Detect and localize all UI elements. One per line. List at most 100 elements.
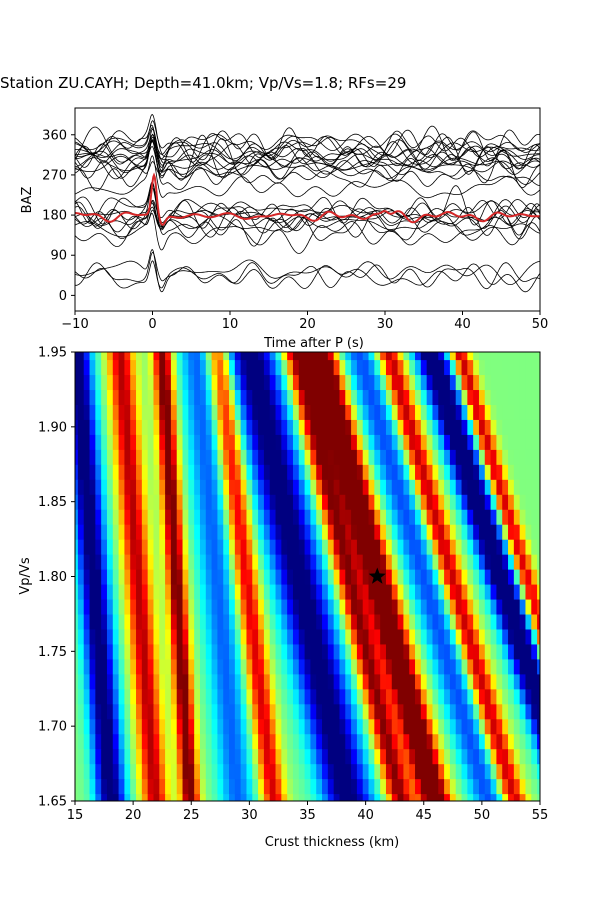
heatmap-cell <box>130 464 137 480</box>
heatmap-cell <box>478 748 486 765</box>
heatmap-cell <box>141 539 149 555</box>
heatmap-cell <box>415 643 422 660</box>
heatmap-cell <box>101 404 108 420</box>
heatmap-cell <box>327 419 335 435</box>
heatmap-cell <box>153 628 160 645</box>
heatmap-cell <box>136 449 143 465</box>
heatmap-cell <box>449 449 457 465</box>
heatmap-cell <box>153 598 160 615</box>
heatmap-cell <box>327 748 335 765</box>
heatmap-cell <box>415 352 422 361</box>
heatmap-cell <box>490 434 497 450</box>
heatmap-cell <box>478 778 486 795</box>
heatmap-cell <box>89 352 96 361</box>
heatmap-cell <box>327 464 335 480</box>
heatmap-cell <box>211 404 218 420</box>
heatmap-cell <box>403 509 410 525</box>
heatmap-cell <box>159 404 166 420</box>
heatmap-cell <box>136 673 143 690</box>
y-tick-label: 1.70 <box>38 720 67 735</box>
heatmap-cell <box>362 643 370 660</box>
heatmap-cell <box>496 793 503 801</box>
heatmap-cell <box>391 583 399 600</box>
heatmap-cell <box>89 404 96 420</box>
heatmap-cell <box>141 524 149 540</box>
heatmap-cell <box>199 524 207 540</box>
heatmap-cell <box>420 404 428 420</box>
heatmap-cell <box>106 628 114 645</box>
heatmap-cell <box>409 688 416 705</box>
heatmap-cell <box>304 658 311 675</box>
heatmap-cell <box>444 658 451 675</box>
heatmap-cell <box>397 718 404 735</box>
heatmap-cell <box>461 598 468 615</box>
heatmap-cell <box>420 733 428 750</box>
heatmap-cell <box>153 464 160 480</box>
heatmap-cell <box>112 733 120 750</box>
heatmap-cell <box>223 434 230 450</box>
heatmap-cell <box>252 778 259 795</box>
heatmap-cell <box>106 404 114 420</box>
heatmap-cell <box>246 778 253 795</box>
heatmap-cell <box>304 539 311 555</box>
heatmap-cell <box>339 554 346 570</box>
heatmap-cell <box>229 434 236 450</box>
heatmap-cell <box>316 613 323 630</box>
heatmap-cell <box>345 434 352 450</box>
heatmap-cell <box>246 509 253 525</box>
heatmap-cell <box>449 643 457 660</box>
heatmap-cell <box>106 763 114 780</box>
heatmap-cell <box>420 359 428 376</box>
heatmap-cell <box>141 554 149 570</box>
heatmap-cell <box>205 374 213 391</box>
heatmap-cell <box>519 793 527 801</box>
heatmap-cell <box>432 703 439 720</box>
heatmap-cell <box>205 598 213 615</box>
heatmap-cell <box>490 688 497 705</box>
heatmap-cell <box>258 763 265 780</box>
heatmap-cell <box>83 359 91 376</box>
heatmap-cell <box>147 673 155 690</box>
heatmap-cell <box>409 554 416 570</box>
heatmap-cell <box>339 494 346 510</box>
heatmap-cell <box>496 479 503 495</box>
heatmap-cell <box>89 464 96 480</box>
heatmap-cell <box>281 464 288 480</box>
heatmap-cell <box>403 643 410 660</box>
rf-trace <box>75 212 540 254</box>
heatmap-cell <box>339 509 346 525</box>
heatmap-cell <box>351 404 358 420</box>
heatmap-cell <box>298 793 306 801</box>
heatmap-cell <box>432 733 439 750</box>
heatmap-cell <box>322 583 329 600</box>
heatmap-cell <box>391 688 399 705</box>
heatmap-cell <box>223 539 230 555</box>
heatmap-cell <box>368 404 375 420</box>
heatmap-cell <box>333 434 341 450</box>
heatmap-cell <box>263 449 271 465</box>
heatmap-cell <box>368 419 375 435</box>
heatmap-cell <box>304 479 311 495</box>
heatmap-cell <box>531 509 538 525</box>
heatmap-cell <box>432 404 439 420</box>
heatmap-cell <box>240 628 248 645</box>
heatmap-cell <box>508 389 515 405</box>
heatmap-cell <box>136 763 143 780</box>
heatmap-cell <box>292 613 300 630</box>
heatmap-cell <box>269 778 277 795</box>
heatmap-cell <box>298 658 306 675</box>
heatmap-cell <box>519 673 527 690</box>
heatmap-cell <box>508 374 515 391</box>
heatmap-cell <box>467 434 474 450</box>
heatmap-cell <box>118 352 125 361</box>
heatmap-cell <box>415 793 422 801</box>
heatmap-cell <box>275 628 282 645</box>
heatmap-cell <box>409 479 416 495</box>
heatmap-cell <box>136 703 143 720</box>
heatmap-cell <box>327 449 335 465</box>
heatmap-cell <box>165 449 172 465</box>
heatmap-cell <box>188 374 195 391</box>
heatmap-cell <box>95 748 102 765</box>
heatmap-cell <box>287 703 294 720</box>
